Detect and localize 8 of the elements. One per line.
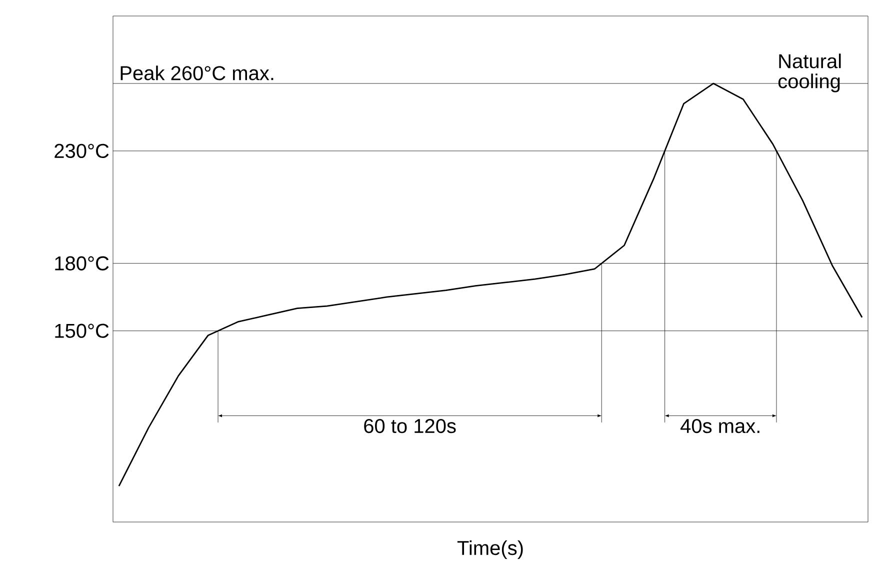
y-tick-label: 150°C xyxy=(55,324,109,338)
y-tick-label: 180°C xyxy=(55,256,109,270)
y-tick-label: 230°C xyxy=(54,144,109,158)
annotation: 40s max. xyxy=(680,418,760,434)
ref-line-label: Peak 260°C max. xyxy=(120,66,274,80)
annotation: 60 to 120s xyxy=(364,418,456,434)
x-axis-title: Time(s) xyxy=(457,540,523,560)
annotation: Natural cooling xyxy=(778,54,841,92)
